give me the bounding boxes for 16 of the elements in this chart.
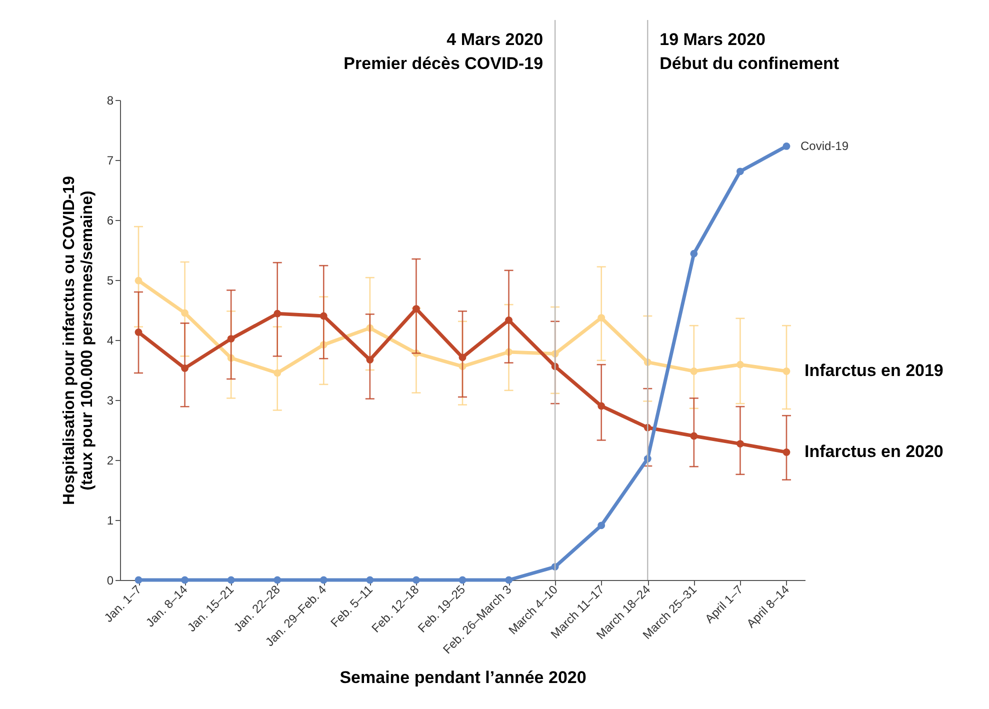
series-label: Infarctus en 2020	[804, 442, 944, 462]
x-axis-title: Semaine pendant l’année 2020	[340, 668, 586, 687]
series-label: Infarctus en 2019	[804, 361, 944, 380]
y-tick-label: 3	[106, 394, 114, 408]
y-tick-label: 5	[106, 274, 114, 288]
y-tick-label: 2	[106, 454, 114, 468]
y-axis-title: Hospitalisation pour infarctus ou COVID-19 (taux pour 100.000 personnes/semaine)	[60, 176, 96, 505]
series-label: Covid-19	[800, 139, 849, 154]
ref-line-label: 19 Mars 2020 Début du confinement	[660, 30, 840, 73]
y-tick-label: 6	[106, 214, 114, 228]
y-tick-label: 8	[106, 94, 114, 108]
y-tick-label: 4	[106, 334, 114, 348]
y-tick-label: 0	[106, 574, 114, 588]
y-tick-label: 1	[106, 514, 114, 528]
y-tick-label: 7	[106, 154, 114, 168]
ref-line-label: 4 Mars 2020 Premier décès COVID-19	[344, 30, 544, 73]
